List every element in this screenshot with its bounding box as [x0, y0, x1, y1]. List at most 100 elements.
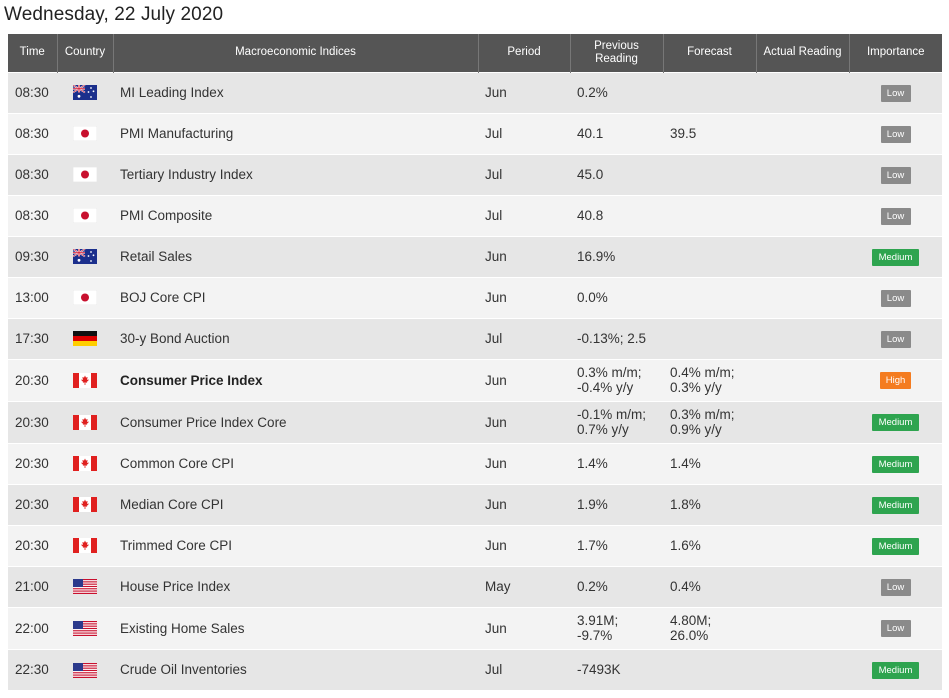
table-row[interactable]: 20:30 Common Core CPI Jun 1.4% 1.4% Medium	[8, 442, 942, 484]
table-row[interactable]: 20:30 Median Core CPI Jun 1.9% 1.8% Medium	[8, 483, 942, 525]
index-name-cell[interactable]: Tertiary Industry Index	[113, 153, 478, 195]
index-name-cell[interactable]: Consumer Price Index	[113, 358, 478, 401]
table-row[interactable]: 22:00 Existing Home Sales Jun 3.91M; -9.7% 4.…	[8, 606, 942, 649]
column-header-previous[interactable]: Previous Reading	[570, 34, 664, 72]
forecast-line: 0.9% y/y	[670, 422, 722, 437]
forecast-line: 0.3% y/y	[670, 380, 722, 395]
period-cell: Jun	[478, 606, 570, 649]
importance-badge: Medium	[872, 414, 919, 431]
column-header-time[interactable]: Time	[8, 34, 58, 72]
time-cell: 09:30	[8, 235, 57, 277]
previous-line: 0.2%	[577, 579, 608, 594]
time-cell: 20:30	[8, 442, 57, 484]
index-name-cell[interactable]: Median Core CPI	[113, 483, 478, 525]
column-header-index[interactable]: Macroeconomic Indices	[113, 34, 479, 72]
forecast-line: 26.0%	[670, 628, 709, 643]
table-row[interactable]: 17:30 30-y Bond Auction Jul -0.13%; 2.5 Low	[8, 317, 942, 359]
index-name-cell[interactable]: Retail Sales	[113, 235, 478, 277]
importance-badge: Low	[880, 166, 911, 184]
index-name-cell[interactable]: PMI Composite	[113, 194, 478, 236]
forecast-cell	[663, 235, 756, 277]
previous-reading-cell: 0.3% m/m; -0.4% y/y	[570, 358, 663, 401]
importance-cell: Low	[849, 317, 942, 359]
canada-flag-icon	[73, 414, 97, 430]
forecast-line: 0.4%	[670, 579, 701, 594]
index-name-cell[interactable]: MI Leading Index	[113, 71, 478, 113]
time-cell: 20:30	[8, 483, 57, 525]
column-header-country[interactable]: Country	[57, 34, 114, 72]
column-header-period[interactable]: Period	[478, 34, 571, 72]
time-cell: 13:00	[8, 276, 57, 318]
index-name-cell[interactable]: Crude Oil Inventories	[113, 648, 478, 690]
usa-flag-icon	[73, 620, 97, 636]
table-row[interactable]: 20:30 Consumer Price Index Jun 0.3% m/m; -0.…	[8, 358, 942, 401]
index-name-cell[interactable]: BOJ Core CPI	[113, 276, 478, 318]
previous-reading-cell: 40.1	[570, 112, 663, 154]
previous-reading-cell: 0.2%	[570, 71, 663, 113]
table-row[interactable]: 13:00 BOJ Core CPI Jun 0.0% Low	[8, 276, 942, 318]
table-row[interactable]: 21:00 House Price Index May 0.2% 0.4% Low	[8, 565, 942, 607]
table-row[interactable]: 08:30 Tertiary Industry Index Jul 45.0 Low	[8, 153, 942, 195]
importance-cell: High	[849, 358, 942, 401]
importance-badge: Medium	[872, 537, 919, 555]
table-row[interactable]: 20:30 Consumer Price Index Core Jun -0.1% m…	[8, 400, 942, 443]
period-cell: Jun	[478, 483, 570, 525]
column-header-forecast[interactable]: Forecast	[663, 34, 757, 72]
forecast-cell: 4.80M; 26.0%	[663, 606, 756, 649]
importance-cell: Low	[849, 606, 942, 649]
country-cell	[57, 235, 113, 277]
importance-badge: High	[880, 372, 911, 389]
japan-flag-icon	[72, 208, 98, 224]
actual-reading-cell	[756, 317, 849, 359]
previous-reading-cell: 0.0%	[570, 276, 663, 318]
period-cell: May	[478, 565, 570, 607]
previous-line: 0.2%	[577, 85, 608, 100]
previous-line: 40.1	[577, 126, 604, 141]
forecast-cell: 0.3% m/m; 0.9% y/y	[663, 400, 756, 443]
country-cell	[57, 648, 113, 690]
previous-reading-cell: -7493K	[570, 648, 663, 690]
table-row[interactable]: 22:30 Crude Oil Inventories Jul -7493K Mediu…	[8, 648, 942, 690]
table-row[interactable]: 20:30 Trimmed Core CPI Jun 1.7% 1.6% Medium	[8, 524, 942, 566]
importance-cell: Low	[849, 276, 942, 318]
forecast-cell: 1.8%	[663, 483, 756, 525]
previous-reading-cell: -0.13%; 2.5	[570, 317, 663, 359]
index-name-cell[interactable]: House Price Index	[113, 565, 478, 607]
index-name-cell[interactable]: Existing Home Sales	[113, 606, 478, 649]
importance-badge: Low	[880, 84, 911, 102]
table-row[interactable]: 08:30 PMI Manufacturing Jul 40.1 39.5 Low	[8, 112, 942, 154]
previous-line: 0.3% m/m;	[577, 365, 642, 380]
previous-reading-cell: 40.8	[570, 194, 663, 236]
previous-line: 16.9%	[577, 249, 616, 264]
time-cell: 20:30	[8, 400, 57, 443]
actual-reading-cell	[756, 358, 849, 401]
index-name-cell[interactable]: Common Core CPI	[113, 442, 478, 484]
usa-flag-icon	[73, 662, 97, 678]
country-cell	[57, 565, 113, 607]
importance-badge: Low	[880, 125, 911, 143]
index-name-cell[interactable]: 30-y Bond Auction	[113, 317, 478, 359]
forecast-cell: 1.6%	[663, 524, 756, 566]
period-cell: Jun	[478, 400, 570, 443]
country-cell	[57, 606, 113, 649]
importance-cell: Medium	[849, 524, 942, 566]
table-header-row: Time Country Macroeconomic Indices Perio…	[8, 34, 942, 72]
index-name-cell[interactable]: Consumer Price Index Core	[113, 400, 478, 443]
forecast-cell: 39.5	[663, 112, 756, 154]
importance-cell: Medium	[849, 648, 942, 690]
column-header-importance[interactable]: Importance	[849, 34, 942, 72]
previous-reading-cell: 1.9%	[570, 483, 663, 525]
japan-flag-icon	[72, 167, 98, 183]
column-header-actual[interactable]: Actual Reading	[756, 34, 850, 72]
time-cell: 20:30	[8, 524, 57, 566]
table-row[interactable]: 09:30 Retail Sales Jun 16.9% Medium	[8, 235, 942, 277]
table-row[interactable]: 08:30 PMI Composite Jul 40.8 Low	[8, 194, 942, 236]
index-name-cell[interactable]: PMI Manufacturing	[113, 112, 478, 154]
table-row[interactable]: 08:30 MI Leading Index Jun 0.2% Low	[8, 71, 942, 113]
forecast-cell	[663, 71, 756, 113]
period-cell: Jun	[478, 358, 570, 401]
index-name-cell[interactable]: Trimmed Core CPI	[113, 524, 478, 566]
country-cell	[57, 442, 113, 484]
actual-reading-cell	[756, 71, 849, 113]
previous-line: 1.4%	[577, 456, 608, 471]
